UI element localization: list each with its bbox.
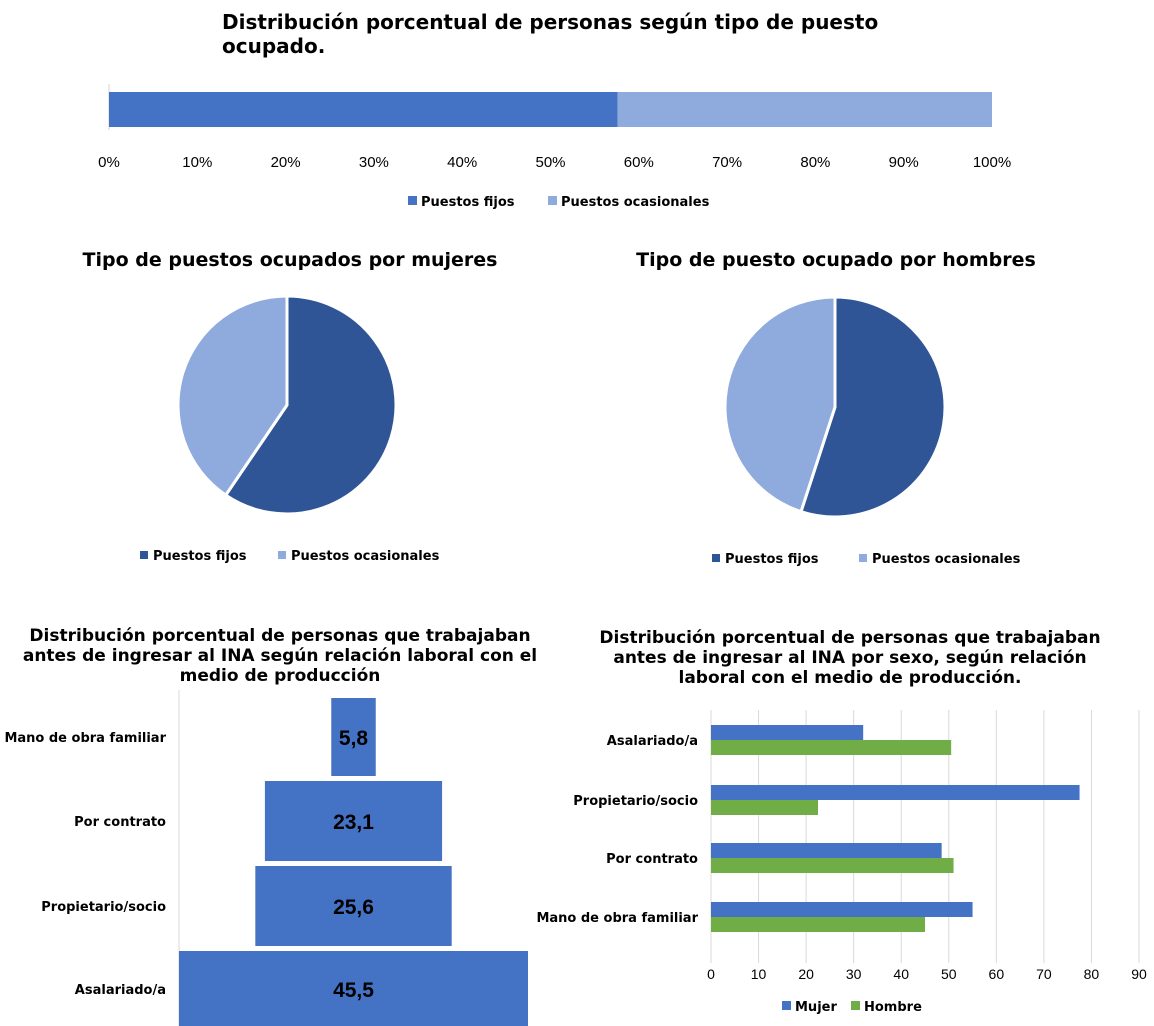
grouped-category-label: Propietario/socio <box>573 794 698 809</box>
funnel-value-label: 5,8 <box>339 727 369 750</box>
grouped-bar-mujer <box>711 725 864 740</box>
grouped-bar-hombre <box>711 917 925 932</box>
pie-legend-swatch <box>278 551 286 559</box>
women-pie-title: Tipo de puestos ocupados por mujeres <box>82 249 498 271</box>
grouped-bar-hombre <box>711 740 952 755</box>
stacked-chart-title: Distribución porcentual de personas segú… <box>222 10 879 58</box>
grouped-x-tick: 30 <box>846 966 862 982</box>
grouped-x-tick: 50 <box>941 966 957 982</box>
grouped-legend-label: Hombre <box>864 1000 922 1015</box>
stacked-legend-swatch <box>548 196 557 205</box>
stacked-x-tick: 70% <box>712 154 742 171</box>
grouped-x-tick: 10 <box>751 966 767 982</box>
stacked-x-tick: 50% <box>535 154 565 171</box>
funnel-value-label: 25,6 <box>333 896 374 919</box>
stacked-legend-label: Puestos ocasionales <box>561 195 710 210</box>
pie-legend-swatch <box>859 554 867 562</box>
funnel-category-label: Propietario/socio <box>41 900 166 915</box>
funnel-category-label: Asalariado/a <box>75 983 166 998</box>
men-pie-title: Tipo de puesto ocupado por hombres <box>636 249 1036 271</box>
grouped-legend-swatch <box>782 1001 791 1010</box>
grouped-bar-mujer <box>711 785 1080 800</box>
pie-slice-1 <box>799 295 947 519</box>
pie-legend-label: Puestos fijos <box>153 549 247 564</box>
grouped-x-tick: 70 <box>1036 966 1052 982</box>
stacked-x-tick: 10% <box>182 154 212 171</box>
grouped-x-tick: 20 <box>798 966 814 982</box>
grouped-bar-mujer <box>711 902 973 917</box>
grouped-x-tick: 60 <box>989 966 1005 982</box>
grouped-legend-swatch <box>851 1001 860 1010</box>
pie-legend-swatch <box>140 551 148 559</box>
stacked-legend-swatch <box>408 196 417 205</box>
stacked-x-tick: 40% <box>447 154 477 171</box>
grouped-x-tick: 90 <box>1131 966 1147 982</box>
pie-legend-swatch <box>712 554 720 562</box>
stacked-x-tick: 60% <box>624 154 654 171</box>
grouped-bar-hombre <box>711 858 954 873</box>
grouped-bar-hombre <box>711 800 818 815</box>
funnel-value-label: 45,5 <box>333 979 374 1002</box>
grouped-category-label: Por contrato <box>606 852 698 867</box>
grouped-category-label: Mano de obra familiar <box>536 911 698 926</box>
funnel-bar <box>179 951 528 1026</box>
stacked-x-tick: 100% <box>973 154 1011 171</box>
funnel-value-label: 23,1 <box>333 811 374 834</box>
stacked-x-tick: 20% <box>271 154 301 171</box>
pie-legend-label: Puestos ocasionales <box>872 552 1021 567</box>
stacked-x-tick: 30% <box>359 154 389 171</box>
stacked-bar-segment-2 <box>617 92 992 127</box>
grouped-bar-mujer <box>711 843 942 858</box>
grouped-x-tick: 0 <box>707 966 715 982</box>
pie-slice-1 <box>223 294 398 516</box>
funnel-bar <box>264 781 443 861</box>
grouped-x-tick: 40 <box>893 966 909 982</box>
stacked-x-tick: 80% <box>800 154 830 171</box>
pie-slice-2 <box>723 295 837 514</box>
grouped-legend-label: Mujer <box>795 1000 837 1015</box>
grouped-category-label: Asalariado/a <box>607 734 698 749</box>
funnel-category-label: Mano de obra familiar <box>4 731 166 746</box>
grouped-bar-title: Distribución porcentual de personas que … <box>599 628 1101 688</box>
pie-slice-2 <box>176 294 289 498</box>
funnel-bar <box>331 698 376 776</box>
stacked-x-tick: 90% <box>889 154 919 171</box>
stacked-x-tick: 0% <box>98 154 120 171</box>
pie-legend-label: Puestos fijos <box>725 552 819 567</box>
funnel-bar <box>255 866 452 946</box>
stacked-legend-label: Puestos fijos <box>421 195 515 210</box>
funnel-category-label: Por contrato <box>74 815 166 830</box>
funnel-chart-title: Distribución porcentual de personas que … <box>22 626 538 686</box>
stacked-bar-segment-1 <box>109 92 618 127</box>
pie-legend-label: Puestos ocasionales <box>291 549 440 564</box>
grouped-x-tick: 80 <box>1084 966 1100 982</box>
